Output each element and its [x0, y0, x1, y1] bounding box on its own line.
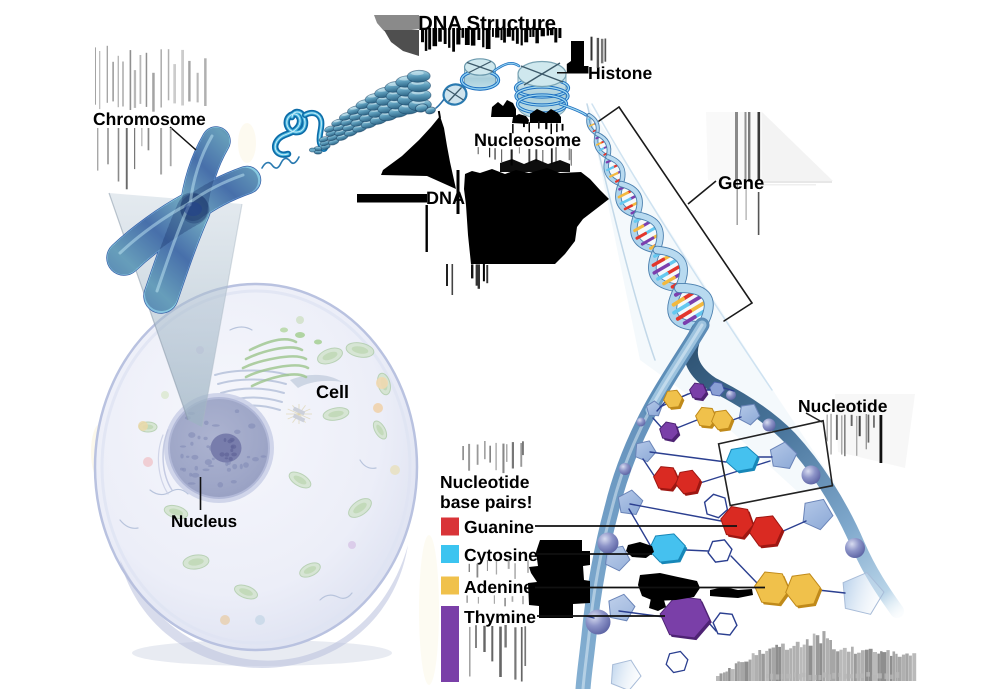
svg-text:Chromosome: Chromosome	[93, 109, 206, 129]
svg-text:Guanine: Guanine	[464, 517, 534, 537]
svg-text:Adenine: Adenine	[464, 577, 533, 597]
svg-text:Cytosine: Cytosine	[464, 545, 538, 565]
svg-text:Gene: Gene	[718, 172, 764, 193]
svg-text:base pairs!: base pairs!	[440, 492, 532, 512]
svg-text:Nucleosome: Nucleosome	[474, 130, 581, 150]
svg-text:Thymine: Thymine	[464, 607, 536, 627]
svg-text:Cell: Cell	[316, 382, 349, 402]
svg-text:DNA: DNA	[426, 188, 465, 208]
svg-text:Histone: Histone	[588, 63, 652, 83]
svg-text:Nucleotide: Nucleotide	[440, 472, 530, 492]
svg-text:Nucleotide: Nucleotide	[798, 396, 888, 416]
svg-text:Nucleus: Nucleus	[171, 512, 237, 531]
